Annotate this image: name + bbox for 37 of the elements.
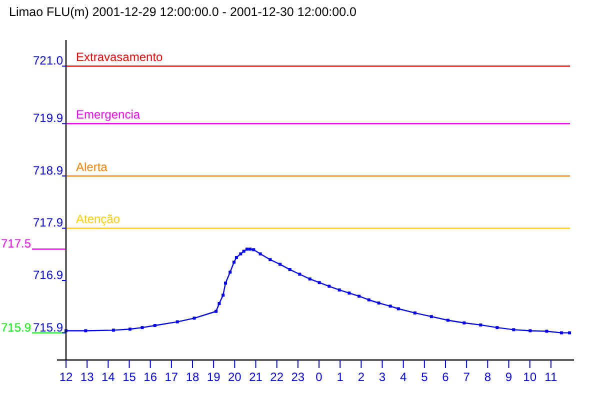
x-tick-label: 8: [484, 370, 492, 384]
ref-line-label: Extravasamento: [76, 50, 164, 64]
x-tick-label: 10: [523, 370, 537, 384]
x-tick-label: 18: [186, 370, 200, 384]
x-tick-label: 4: [400, 370, 407, 384]
x-tick-label: 0: [316, 370, 323, 384]
x-tick-label: 19: [206, 370, 221, 384]
x-tick-label: 7: [463, 370, 470, 384]
x-tick-label: 1: [336, 370, 344, 384]
ref-line-label: Alerta: [76, 160, 108, 174]
x-tick-label: 16: [144, 370, 158, 384]
y-tick-label: 716.9: [32, 268, 64, 282]
ref-line-label: Atenção: [76, 212, 120, 226]
x-tick-label: 9: [505, 370, 512, 384]
ref-line-label: 717.5: [0, 236, 32, 251]
y-tick-label: 718.9: [32, 163, 64, 178]
x-tick-label: 14: [101, 370, 116, 384]
ref-line-label: Emergencia: [76, 108, 140, 122]
y-tick-label: 717.9: [32, 216, 64, 230]
x-tick-label: 21: [249, 370, 263, 384]
x-tick-label: 11: [544, 370, 558, 384]
y-tick-label: 715.9: [32, 320, 64, 334]
x-tick-label: 23: [291, 370, 305, 384]
x-tick-label: 17: [164, 370, 178, 384]
x-tick-label: 5: [421, 370, 428, 384]
x-tick-label: 13: [80, 370, 94, 384]
x-tick-label: 6: [442, 370, 450, 384]
chart-title: Limao FLU(m) 2001-12-29 12:00:00.0 - 2001-12-30 12:00:00.0: [9, 5, 356, 19]
x-tick-label: 2: [358, 370, 365, 384]
x-tick-label: 15: [122, 370, 136, 384]
y-tick-label: 721.0: [32, 54, 64, 68]
x-tick-label: 3: [378, 370, 386, 384]
x-tick-label: 20: [228, 370, 242, 384]
ref-line-label: 715.9: [0, 320, 32, 334]
x-tick-label: 12: [59, 370, 73, 384]
x-tick-label: 22: [270, 370, 284, 384]
y-tick-label: 719.9: [32, 111, 64, 126]
